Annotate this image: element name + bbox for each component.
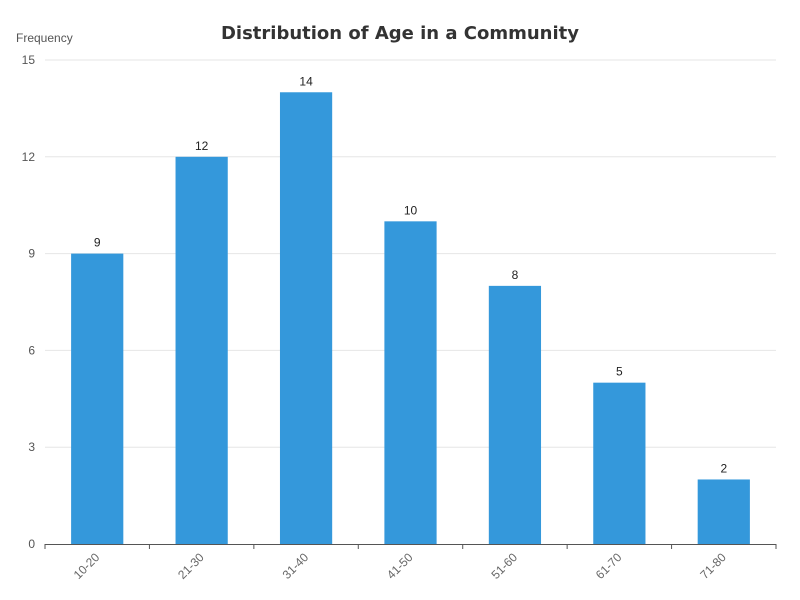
bar [175,156,228,545]
bars [71,92,750,545]
bar-value-label: 5 [616,365,623,379]
x-tick-label: 71-80 [697,550,729,582]
x-tick-label: 61-70 [593,550,625,582]
chart-title: Distribution of Age in a Community [221,23,579,44]
y-axis-label: Frequency [16,31,73,45]
bar [71,253,124,544]
x-tick-label: 21-30 [175,550,207,582]
y-axis-ticks: 0 3 6 9 12 15 [22,53,36,551]
bar [593,382,646,544]
x-tick-label: 51-60 [488,550,520,582]
x-tick-label: 31-40 [280,550,312,582]
bar-value-label: 9 [94,236,101,250]
bar-value-label: 8 [512,268,519,282]
bar-value-label: 14 [299,74,313,88]
y-tick-label: 6 [28,343,35,357]
bar-value-labels: 9 12 14 10 8 5 2 [94,74,728,475]
x-tick-label: 10-20 [71,550,103,582]
bar [697,479,750,544]
bar-value-label: 10 [404,203,418,217]
bar [488,285,542,544]
y-tick-label: 15 [22,53,36,67]
x-axis [44,544,777,549]
x-tick-label: 41-50 [384,550,416,582]
x-axis-ticks: 10-20 21-30 31-40 41-50 51-60 61-70 71-80 [71,550,729,582]
bar-value-label: 12 [195,139,209,153]
y-tick-label: 9 [28,247,35,261]
bar [384,221,437,545]
bar [279,92,333,545]
y-tick-label: 12 [22,150,36,164]
y-tick-label: 3 [28,440,35,454]
y-tick-label: 0 [28,537,35,551]
bar-value-label: 2 [720,461,727,475]
